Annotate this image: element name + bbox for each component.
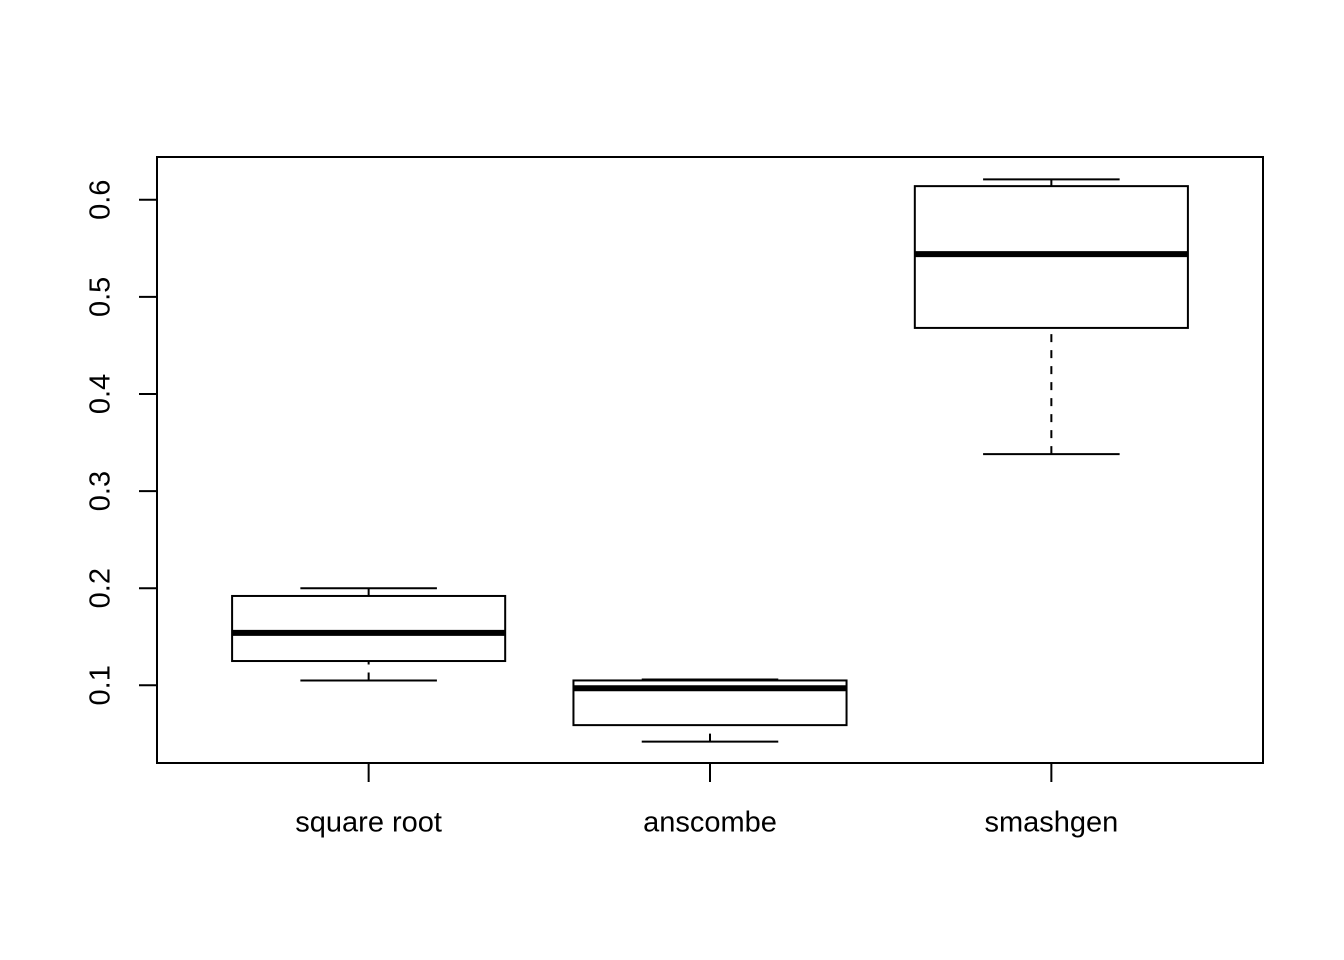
x-tick-label: square root — [295, 807, 442, 839]
y-tick-label: 0.3 — [85, 471, 117, 511]
y-tick-label: 0.1 — [85, 665, 117, 705]
y-tick-label: 0.6 — [85, 180, 117, 220]
box — [231, 594, 507, 663]
y-tick-label: 0.2 — [85, 568, 117, 608]
x-tick-label: smashgen — [984, 807, 1118, 839]
y-tick-label: 0.4 — [85, 374, 117, 414]
x-tick-label: anscombe — [643, 807, 777, 839]
y-tick-label: 0.5 — [85, 277, 117, 317]
